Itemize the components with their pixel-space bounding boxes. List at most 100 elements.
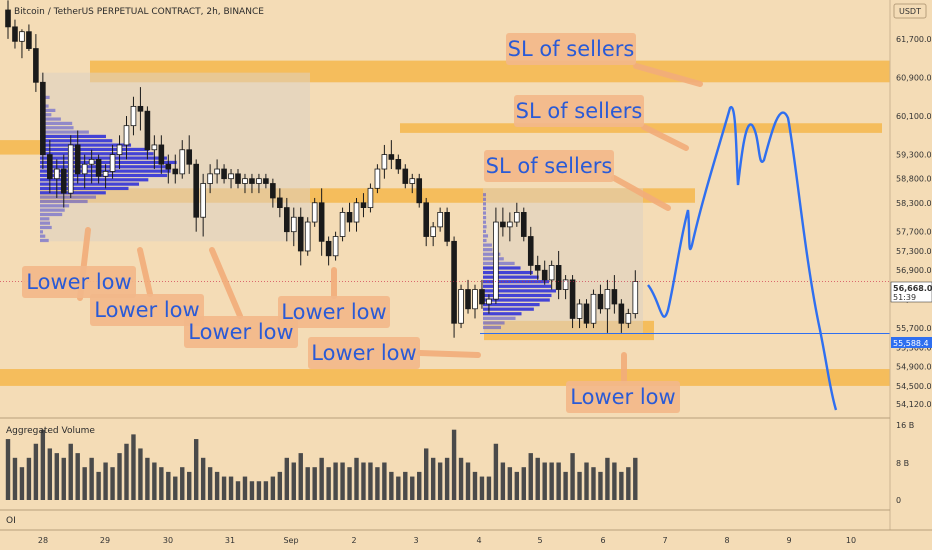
time-tick-8: 5 bbox=[537, 536, 542, 545]
candle-body-70 bbox=[493, 221, 499, 300]
profile-1-bar-33 bbox=[40, 230, 43, 234]
candle-body-45 bbox=[318, 202, 325, 242]
zone-2 bbox=[0, 140, 40, 155]
candle-body-22 bbox=[158, 144, 165, 165]
candle-body-62 bbox=[437, 212, 443, 228]
candle-body-75 bbox=[527, 236, 534, 266]
volume-bar-84 bbox=[591, 467, 596, 500]
annotation-box-5 bbox=[184, 316, 298, 348]
volume-bar-85 bbox=[598, 471, 603, 500]
price-tick-0: 61,700.0 bbox=[896, 35, 932, 44]
volume-bar-15 bbox=[110, 467, 115, 500]
volume-bar-73 bbox=[514, 471, 520, 500]
volume-bar-40 bbox=[284, 457, 289, 500]
profile-2-bar-20 bbox=[483, 284, 552, 288]
price-label-value: 56,668.0 bbox=[893, 284, 932, 293]
time-tick-4: Sep bbox=[283, 536, 298, 545]
profile-2-bar-28 bbox=[483, 321, 505, 325]
candle-body-49 bbox=[346, 212, 353, 223]
candle-body-46 bbox=[325, 240, 332, 257]
annotation-label-6: Lower low bbox=[281, 300, 386, 324]
volume-bar-41 bbox=[291, 462, 296, 500]
candle-body-57 bbox=[402, 168, 409, 184]
annotation-box-2 bbox=[484, 150, 614, 182]
volume-bar-6 bbox=[47, 448, 53, 500]
profile-1-bar-23 bbox=[40, 186, 129, 191]
price-tick-12: 54,900.0 bbox=[896, 363, 932, 372]
annotation-pointer-2 bbox=[611, 175, 671, 211]
candle-body-78 bbox=[548, 265, 555, 281]
volume-bar-45 bbox=[319, 457, 324, 500]
profile-2-bar-24 bbox=[483, 303, 540, 307]
annotation-label-8: Lower low bbox=[570, 385, 675, 409]
profile-1-bar-5 bbox=[40, 108, 56, 112]
time-tick-13: 10 bbox=[846, 536, 856, 545]
profile-1-bar-25 bbox=[40, 195, 96, 199]
volume-bar-69 bbox=[486, 476, 492, 500]
candle-body-77 bbox=[541, 269, 548, 281]
profile-1-bar-13 bbox=[40, 143, 132, 147]
candle-body-86 bbox=[604, 289, 611, 310]
profile-1-bar-15 bbox=[40, 152, 154, 156]
candle-body-58 bbox=[409, 178, 416, 184]
candle-body-4 bbox=[33, 48, 39, 83]
profile-2-bar-1 bbox=[483, 197, 487, 201]
volume-bar-75 bbox=[528, 453, 533, 500]
volume-bar-61 bbox=[430, 457, 436, 500]
candle-body-64 bbox=[451, 240, 457, 324]
volume-panel-title: Aggregated Volume bbox=[6, 426, 95, 436]
line-label-value: 55,588.4 bbox=[893, 339, 929, 348]
volume-tick-16b: 16 B bbox=[896, 421, 914, 430]
candle-body-60 bbox=[423, 202, 429, 237]
volume-bar-81 bbox=[570, 453, 575, 500]
candle-body-87 bbox=[611, 289, 618, 305]
profile-1-bar-9 bbox=[40, 126, 74, 130]
profile-2-bar-6 bbox=[483, 220, 486, 224]
candle-body-47 bbox=[332, 236, 339, 257]
price-tick-5: 58,300.0 bbox=[896, 199, 932, 208]
time-tick-11: 8 bbox=[724, 536, 729, 545]
chart-title: Bitcoin / TetherUS PERPETUAL CONTRACT, 2… bbox=[14, 7, 264, 17]
candle-body-21 bbox=[151, 144, 158, 151]
candle-body-80 bbox=[562, 279, 569, 290]
time-tick-3: 31 bbox=[225, 536, 235, 545]
annotation-box-8 bbox=[566, 381, 680, 413]
volume-bar-2 bbox=[19, 467, 25, 500]
profile-1-bar-8 bbox=[40, 121, 73, 126]
volume-bar-50 bbox=[354, 457, 359, 500]
volume-bar-24 bbox=[173, 476, 178, 500]
volume-bar-80 bbox=[563, 471, 568, 500]
volume-bar-38 bbox=[270, 476, 276, 500]
profile-1-bar-12 bbox=[40, 139, 113, 143]
time-tick-6: 3 bbox=[413, 536, 418, 545]
time-tick-7: 4 bbox=[476, 536, 481, 545]
volume-tick-0: 0 bbox=[896, 496, 901, 505]
volume-bar-26 bbox=[187, 471, 192, 500]
price-label-box bbox=[890, 281, 932, 303]
annotation-label-7: Lower low bbox=[311, 341, 416, 365]
candle-body-8 bbox=[60, 168, 67, 194]
zone-5 bbox=[0, 369, 890, 386]
profile-1-bar-17 bbox=[40, 160, 177, 165]
candle-body-53 bbox=[374, 168, 381, 189]
candle-body-84 bbox=[590, 293, 597, 324]
annotation-pointer-7 bbox=[417, 350, 481, 358]
candle-body-16 bbox=[116, 144, 123, 155]
candle-body-1 bbox=[12, 26, 18, 42]
profile-2-bar-16 bbox=[483, 266, 521, 270]
price-tick-1: 60,900.0 bbox=[896, 73, 932, 82]
candle-body-81 bbox=[569, 279, 576, 319]
volume-bar-21 bbox=[152, 462, 157, 500]
candle-body-34 bbox=[242, 178, 248, 184]
profile-1-bar-30 bbox=[40, 217, 50, 221]
candle-body-72 bbox=[507, 221, 513, 228]
volume-bar-88 bbox=[619, 471, 624, 500]
price-axis[interactable] bbox=[890, 0, 932, 550]
time-tick-0: 28 bbox=[38, 536, 48, 545]
profile-1-bar-21 bbox=[40, 178, 149, 182]
currency-badge-box[interactable] bbox=[893, 3, 927, 19]
volume-bar-76 bbox=[535, 457, 540, 500]
profile-1-bar-29 bbox=[40, 212, 63, 217]
candle-body-44 bbox=[311, 202, 318, 223]
volume-bar-31 bbox=[221, 476, 227, 500]
